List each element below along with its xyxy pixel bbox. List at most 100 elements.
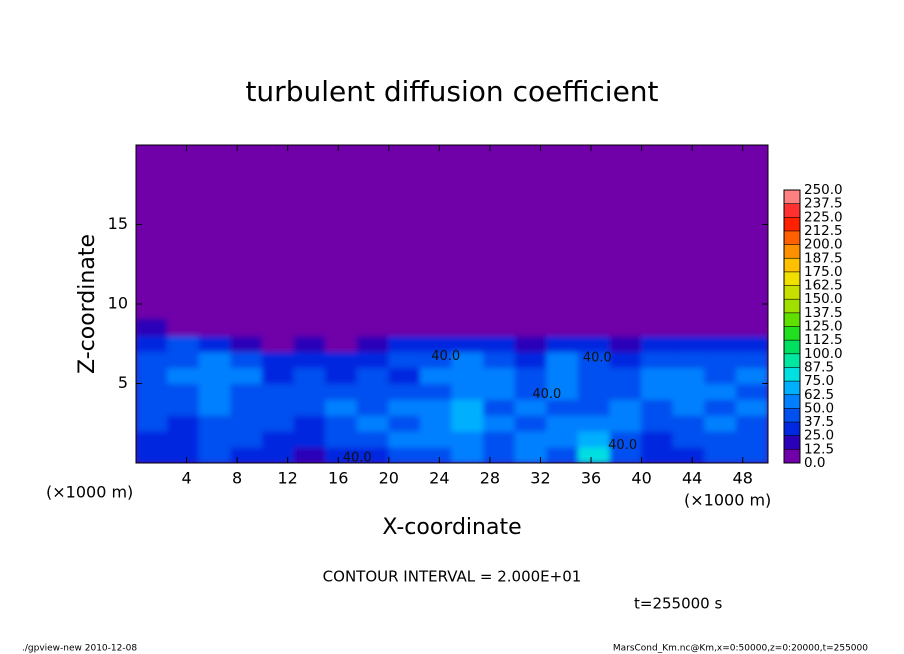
field-cell [230, 398, 263, 416]
field-cell [388, 398, 421, 416]
x-tick-label: 20 [379, 469, 399, 488]
colorbar-label: 112.5 [804, 332, 843, 348]
field-cell [136, 383, 169, 400]
field-cell [293, 319, 327, 337]
field-cell [419, 398, 453, 416]
colorbar-bin [784, 299, 800, 313]
field-cell [735, 446, 768, 463]
field-cell [451, 446, 485, 463]
field-cell [293, 367, 327, 384]
field-cell [641, 430, 674, 448]
colorbar-bin [784, 244, 800, 259]
field-cell [261, 398, 295, 416]
field-cell [609, 446, 643, 463]
field-cell [514, 446, 548, 463]
field-cell [546, 430, 579, 448]
field-cell [514, 319, 548, 337]
contour-interval: CONTOUR INTERVAL = 2.000E+01 [323, 568, 582, 586]
x-unit-label: (×1000 m) [684, 491, 771, 510]
x-tick-label: 8 [232, 469, 242, 488]
field-cell [672, 430, 706, 448]
field-cell [704, 383, 737, 400]
field-cell [609, 398, 643, 416]
field-cell [388, 414, 421, 432]
colorbar-label: 125.0 [804, 319, 843, 335]
field-cell [293, 335, 327, 353]
field-cell [451, 367, 485, 384]
colorbar-bin [784, 449, 800, 463]
field-cell [293, 398, 327, 416]
x-tick-label: 48 [733, 469, 753, 488]
field-cell [198, 367, 232, 384]
field-cell [356, 319, 390, 337]
field-cell [136, 398, 169, 416]
colorbar-label: 100.0 [804, 346, 843, 362]
field-cell [167, 335, 200, 353]
colorbar-label: 37.5 [804, 414, 834, 430]
field-cells [136, 319, 768, 463]
field-cell [230, 351, 263, 369]
field-cell [577, 430, 611, 448]
field-cell [261, 430, 295, 448]
field-cell [356, 367, 390, 384]
field-cell [230, 335, 263, 353]
field-cell [735, 383, 768, 400]
field-cell [198, 383, 232, 400]
field-cell [261, 414, 295, 432]
field-cell [198, 351, 232, 369]
field-cell [735, 367, 768, 384]
field-cell [325, 367, 358, 384]
field-cell [167, 383, 200, 400]
field-cell [136, 319, 169, 337]
field-cell [546, 319, 579, 337]
colorbar-label: 25.0 [804, 428, 834, 444]
field-cell [641, 446, 674, 463]
field-cell [419, 414, 453, 432]
colorbar-bin [784, 258, 800, 272]
field-cell [388, 430, 421, 448]
colorbar-label: 162.5 [804, 278, 843, 294]
field-cell [577, 383, 611, 400]
field-cell [356, 351, 390, 369]
field-cell [672, 446, 706, 463]
colorbar-bin [784, 340, 800, 354]
field-cell [325, 446, 358, 463]
field-cell [293, 430, 327, 448]
field-cell [672, 367, 706, 384]
field-cell [419, 446, 453, 463]
field-cell [136, 351, 169, 369]
field-cell [136, 446, 169, 463]
field-cell [356, 446, 390, 463]
colorbar-bin [784, 394, 800, 409]
colorbar-label: 50.0 [804, 400, 834, 416]
field-cell [451, 319, 485, 337]
field-cell [325, 335, 358, 353]
field-cell [483, 414, 516, 432]
field-cell [577, 351, 611, 369]
field-cell [261, 319, 295, 337]
field-cell [514, 335, 548, 353]
field-cell [641, 398, 674, 416]
field-cell [704, 351, 737, 369]
field: 40.0 40.0 40.0 40.0 40.0 [136, 319, 768, 463]
field-cell [325, 383, 358, 400]
field-cell [261, 367, 295, 384]
field-cell [704, 335, 737, 353]
y-tick-label: 15 [108, 214, 128, 233]
colorbar-label: 250.0 [804, 182, 843, 198]
x-tick-label: 4 [181, 469, 191, 488]
colorbar-bin [784, 353, 800, 368]
field-cell [483, 446, 516, 463]
colorbar-label: 12.5 [804, 441, 834, 457]
field-cell [451, 398, 485, 416]
colorbar-label: 137.5 [804, 305, 843, 321]
colorbar-bin [784, 285, 800, 300]
x-tick-label: 28 [480, 469, 500, 488]
field-cell [136, 430, 169, 448]
y-axis-label: Z-coordinate [75, 234, 100, 374]
field-cell [325, 319, 358, 337]
field-cell [419, 351, 453, 369]
field-cell [577, 398, 611, 416]
colorbar-bin [784, 326, 800, 341]
